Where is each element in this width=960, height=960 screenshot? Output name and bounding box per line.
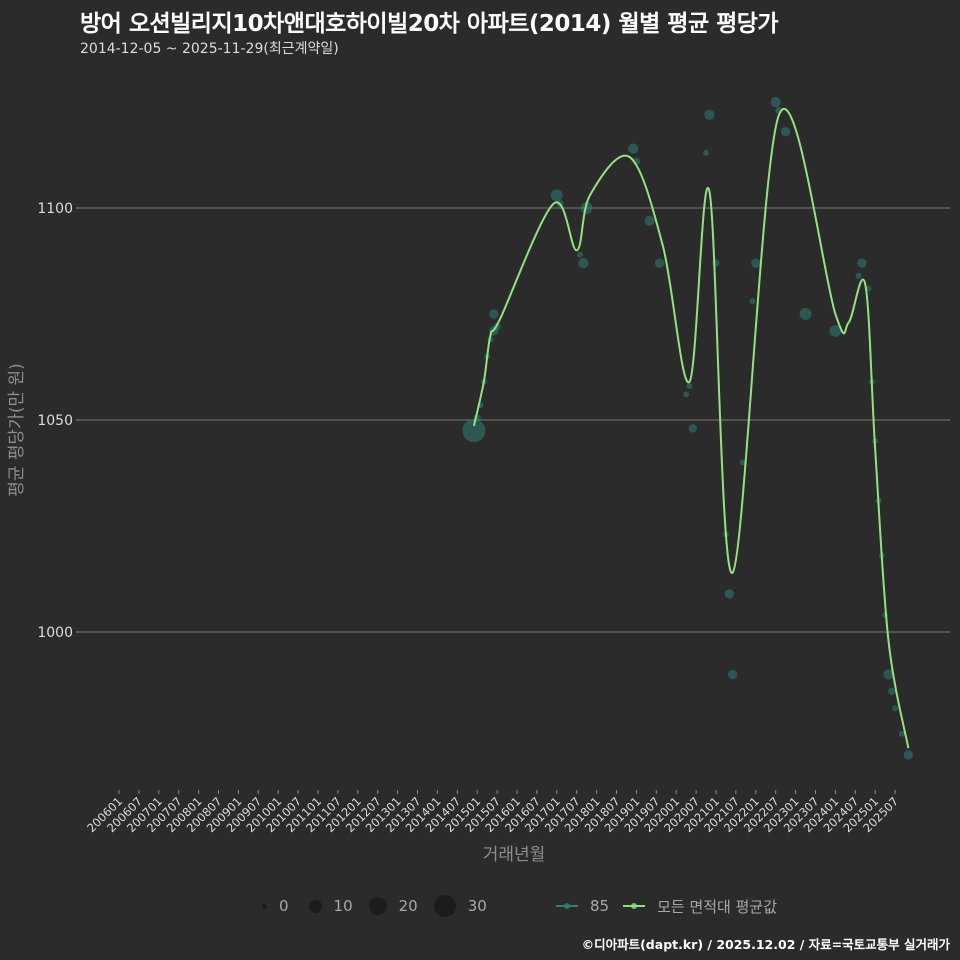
average-line bbox=[472, 108, 910, 749]
bubble-icon bbox=[262, 903, 267, 909]
x-axis-ticks: 2006012006072007012007072008012008072009… bbox=[84, 790, 901, 835]
data-point bbox=[724, 589, 734, 599]
data-point bbox=[898, 730, 905, 737]
data-point bbox=[654, 258, 665, 268]
data-point bbox=[770, 96, 781, 108]
legend-series-85: 85 bbox=[556, 897, 609, 915]
x-axis-label: 거래년월 bbox=[483, 845, 546, 865]
legend-label: 20 bbox=[398, 897, 418, 915]
legend-label: 모든 면적대 평균값 bbox=[657, 897, 778, 916]
legend-series: 85 모든 면적대 평균값 bbox=[556, 895, 789, 917]
data-point bbox=[780, 126, 791, 137]
y-tick-label: 1100 bbox=[37, 201, 73, 217]
y-axis-label: 평균 평당가(만 원) bbox=[7, 363, 27, 497]
chart-title: 방어 오션빌리지10차앤대호하이빌20차 아파트(2014) 월별 평균 평당가 bbox=[80, 11, 779, 37]
legend-size-10: 10 bbox=[308, 897, 353, 915]
data-point bbox=[683, 391, 690, 398]
bubble-icon bbox=[368, 897, 387, 915]
data-point bbox=[578, 257, 589, 269]
y-axis-ticks: 1000 1050 1100 bbox=[37, 201, 80, 641]
data-point bbox=[688, 424, 697, 433]
legend-label: 30 bbox=[467, 897, 487, 915]
green-line-icon bbox=[623, 903, 646, 909]
data-point bbox=[489, 309, 499, 319]
legend-size-30: 30 bbox=[433, 895, 487, 917]
data-point bbox=[462, 419, 486, 443]
legend-series-average: 모든 면적대 평균값 bbox=[623, 896, 777, 917]
y-tick-label: 1000 bbox=[37, 625, 73, 641]
source-caption: ©디아파트(dapt.kr) / 2025.12.02 / 자료=국토교통부 실… bbox=[581, 937, 950, 952]
data-point bbox=[829, 325, 842, 337]
legend-size-20: 20 bbox=[368, 897, 418, 915]
bubble-icon bbox=[433, 895, 456, 917]
data-point bbox=[704, 109, 715, 120]
data-point bbox=[577, 251, 583, 258]
data-point bbox=[739, 459, 746, 466]
data-point bbox=[727, 669, 738, 680]
data-point bbox=[644, 215, 655, 226]
legend-size-0: 0 bbox=[260, 897, 289, 915]
data-point bbox=[903, 750, 914, 760]
bubble-icon bbox=[308, 899, 322, 913]
gridlines bbox=[80, 207, 950, 633]
legend-size: 0 10 20 30 bbox=[260, 895, 499, 917]
data-point bbox=[799, 308, 812, 320]
data-point bbox=[627, 143, 639, 154]
teal-line-icon bbox=[556, 903, 578, 909]
data-point bbox=[751, 258, 761, 268]
data-point bbox=[550, 189, 563, 202]
data-point bbox=[888, 687, 896, 695]
data-point bbox=[686, 383, 693, 390]
legend-label: 0 bbox=[279, 897, 289, 915]
data-point bbox=[703, 149, 710, 156]
legend-label: 85 bbox=[590, 897, 610, 915]
series-85-bubbles bbox=[462, 96, 914, 760]
data-point bbox=[857, 258, 867, 268]
chart-subtitle: 2014-12-05 ~ 2025-11-29(최근계약일) bbox=[80, 41, 339, 57]
data-point bbox=[883, 669, 894, 680]
data-point bbox=[892, 705, 899, 712]
legend-label: 10 bbox=[333, 897, 353, 915]
y-tick-label: 1050 bbox=[37, 413, 73, 429]
data-point bbox=[749, 298, 756, 305]
data-point bbox=[855, 272, 862, 279]
